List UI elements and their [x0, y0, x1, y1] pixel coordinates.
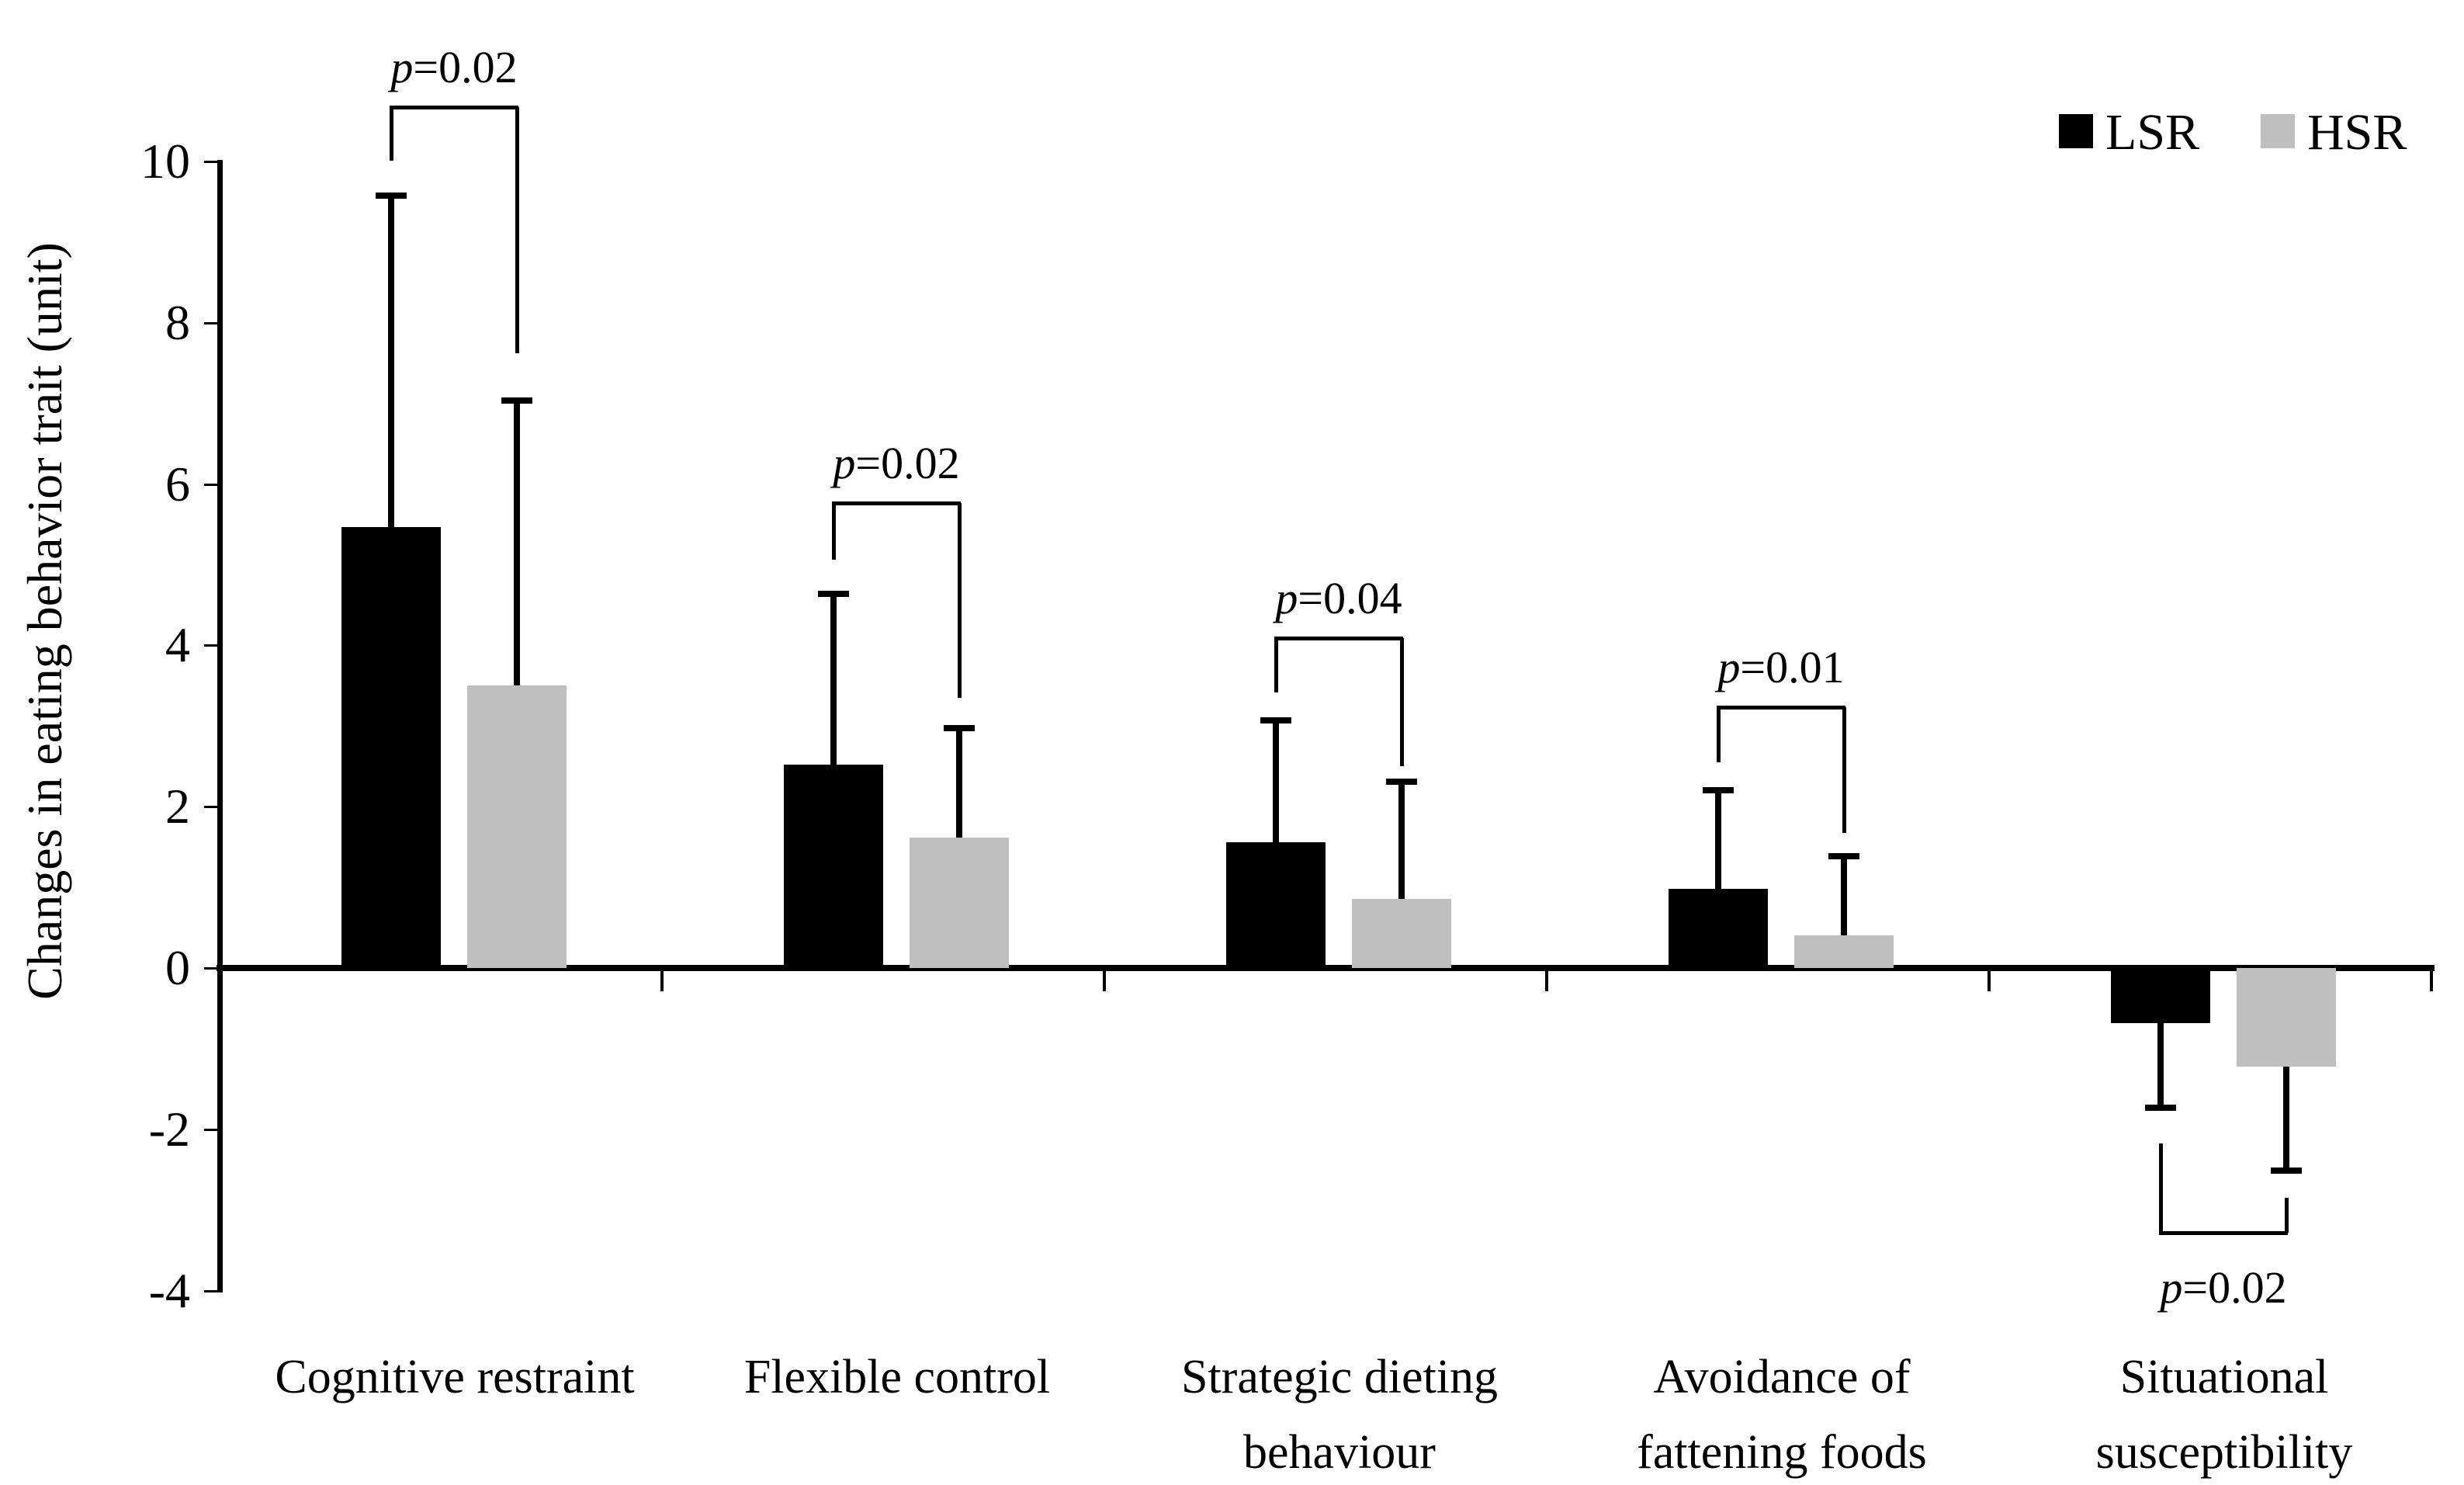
error-bar-stem-lsr-4	[2157, 1022, 2164, 1108]
x-axis-tick	[218, 971, 221, 991]
error-bar-stem-lsr-1	[830, 593, 837, 765]
y-tick-label: -4	[148, 1262, 190, 1318]
y-tick-label: 4	[165, 617, 190, 673]
p-value-label-1: p=0.02	[833, 438, 960, 488]
p-italic: p	[1717, 642, 1741, 692]
x-category-label-3: Avoidance of fattening foods	[1637, 1351, 1927, 1479]
error-bar-cap-lsr-1	[818, 590, 849, 597]
x-axis-tick	[1987, 971, 1991, 991]
error-bar-stem-hsr-4	[2283, 1066, 2289, 1171]
x-axis-tick	[1103, 971, 1106, 991]
bar-lsr-4	[2111, 968, 2210, 1023]
y-axis-tick	[204, 1289, 220, 1292]
x-category-label-0: Cognitive restraint	[275, 1351, 635, 1403]
x-axis-line	[217, 965, 2435, 971]
p-italic: p	[833, 438, 856, 488]
error-bar-stem-hsr-2	[1398, 781, 1405, 899]
x-axis-tick	[660, 971, 664, 991]
error-bar-stem-lsr-3	[1715, 790, 1721, 890]
error-bar-cap-hsr-4	[2271, 1167, 2302, 1174]
sig-bracket-right-leg-1	[958, 503, 962, 698]
error-bar-stem-hsr-3	[1841, 855, 1847, 936]
x-category-label-1: Flexible control	[743, 1351, 1051, 1403]
bar-lsr-2	[1226, 841, 1326, 968]
p-value-label-3: p=0.01	[1717, 642, 1845, 692]
x-axis-tick	[2430, 971, 2433, 991]
bar-hsr-1	[910, 837, 1009, 968]
error-bar-stem-hsr-1	[956, 728, 962, 838]
sig-bracket-bar-0	[390, 106, 518, 109]
p-value-label-2: p=0.04	[1275, 573, 1402, 623]
sig-bracket-right-leg-0	[515, 107, 519, 353]
p-value-label-4: p=0.02	[2160, 1262, 2287, 1313]
y-tick-label: 2	[165, 779, 190, 834]
sig-bracket-right-leg-2	[1400, 638, 1404, 766]
y-tick-label: 8	[165, 294, 190, 350]
sig-bracket-left-leg-0	[390, 107, 393, 161]
bar-hsr-3	[1794, 935, 1894, 968]
x-category-label-4: Situational susceptibility	[2095, 1351, 2353, 1479]
bar-lsr-3	[1669, 889, 1768, 968]
bar-lsr-0	[341, 526, 441, 968]
error-bar-cap-hsr-2	[1386, 778, 1417, 785]
error-bar-cap-hsr-1	[944, 725, 975, 732]
y-axis-tick	[204, 483, 220, 486]
y-axis-tick	[204, 806, 220, 809]
legend-swatch-lsr	[2059, 114, 2093, 148]
legend-label-lsr: LSR	[2105, 104, 2200, 161]
y-tick-label: 10	[140, 134, 190, 189]
y-tick-label: 0	[165, 940, 190, 995]
p-italic: p	[2160, 1262, 2183, 1313]
bar-hsr-0	[467, 685, 567, 968]
bar-lsr-1	[784, 765, 883, 968]
sig-bracket-bar-2	[1274, 637, 1403, 640]
y-axis-tick	[204, 967, 220, 970]
y-axis-line	[217, 160, 223, 1292]
sig-bracket-left-leg-1	[832, 503, 836, 560]
error-bar-cap-lsr-0	[376, 192, 407, 199]
error-bar-stem-lsr-0	[388, 195, 394, 527]
y-axis-tick	[204, 644, 220, 647]
error-bar-stem-hsr-0	[514, 400, 520, 686]
sig-bracket-bar-1	[832, 501, 961, 505]
sig-bracket-bar-4	[2159, 1231, 2288, 1235]
error-bar-stem-lsr-2	[1273, 720, 1279, 842]
sig-bracket-left-leg-4	[2159, 1143, 2163, 1233]
p-italic: p	[1275, 573, 1298, 623]
p-italic: p	[390, 42, 414, 92]
y-axis-title: Changes in eating behavior trait (unit)	[17, 242, 72, 1000]
y-tick-label: 6	[165, 456, 190, 512]
y-tick-label: -2	[148, 1101, 190, 1157]
legend-swatch-hsr	[2261, 114, 2295, 148]
sig-bracket-bar-3	[1717, 706, 1845, 710]
y-axis-tick	[204, 1128, 220, 1131]
sig-bracket-left-leg-2	[1274, 638, 1278, 692]
error-bar-cap-hsr-3	[1828, 852, 1859, 859]
y-axis-tick	[204, 161, 220, 163]
bar-hsr-2	[1352, 898, 1451, 968]
sig-bracket-left-leg-3	[1717, 707, 1721, 762]
bar-hsr-4	[2237, 968, 2336, 1067]
error-bar-cap-hsr-0	[501, 397, 532, 404]
legend-label-hsr: HSR	[2307, 104, 2407, 161]
x-category-label-2: Strategic dieting behaviour	[1180, 1351, 1499, 1479]
error-bar-cap-lsr-3	[1703, 787, 1734, 794]
p-value-label-0: p=0.02	[390, 42, 518, 92]
sig-bracket-right-leg-3	[1842, 707, 1846, 833]
y-axis-tick	[204, 321, 220, 324]
error-bar-cap-lsr-2	[1260, 717, 1291, 724]
sig-bracket-right-leg-4	[2285, 1198, 2289, 1233]
x-axis-tick	[1545, 971, 1548, 991]
error-bar-cap-lsr-4	[2145, 1104, 2176, 1111]
